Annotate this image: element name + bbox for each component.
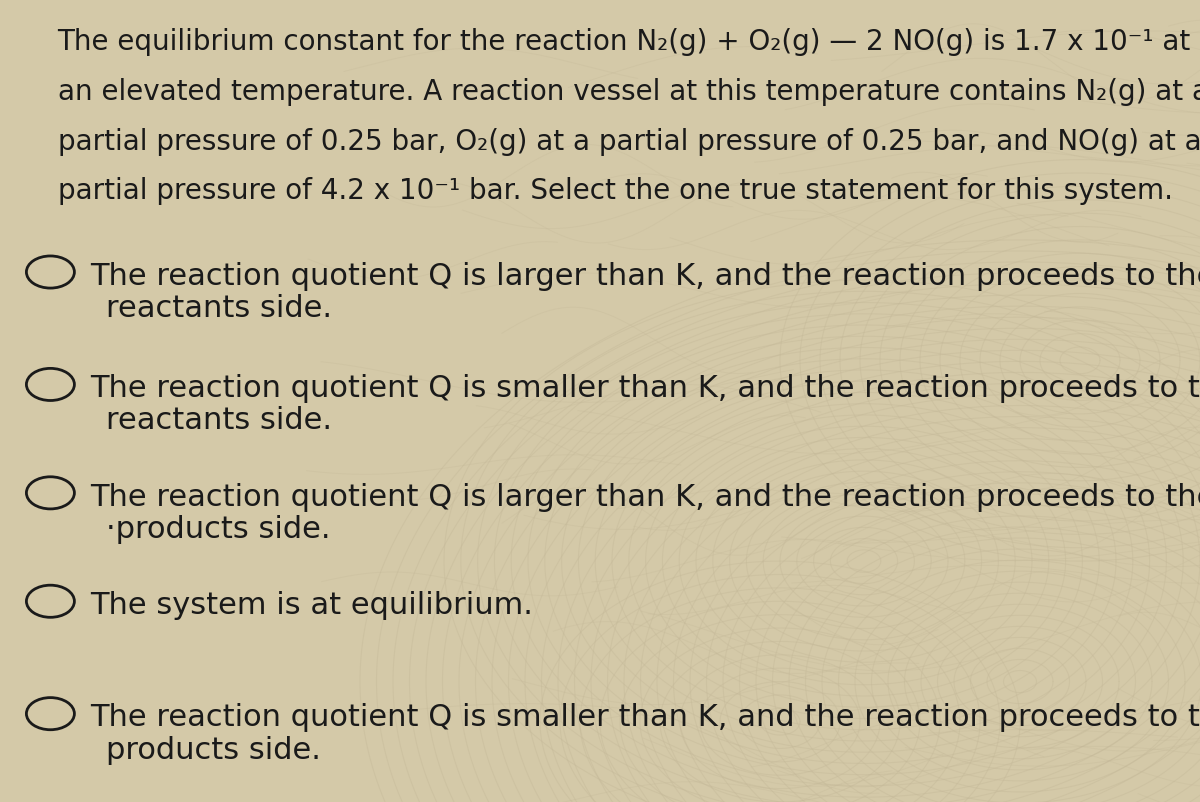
Text: The system is at equilibrium.: The system is at equilibrium. (90, 590, 533, 619)
Text: The reaction quotient Q is smaller than K, and the reaction proceeds to the: The reaction quotient Q is smaller than … (90, 374, 1200, 403)
Text: partial pressure of 4.2 x 10⁻¹ bar. Select the one true statement for this syste: partial pressure of 4.2 x 10⁻¹ bar. Sele… (58, 177, 1172, 205)
Text: The reaction quotient Q is larger than K, and the reaction proceeds to the: The reaction quotient Q is larger than K… (90, 482, 1200, 511)
Text: partial pressure of 0.25 bar, O₂(g) at a partial pressure of 0.25 bar, and NO(g): partial pressure of 0.25 bar, O₂(g) at a… (58, 128, 1200, 156)
Text: reactants side.: reactants side. (106, 406, 331, 435)
Text: reactants side.: reactants side. (106, 294, 331, 322)
Text: The reaction quotient Q is smaller than K, and the reaction proceeds to the: The reaction quotient Q is smaller than … (90, 703, 1200, 731)
Text: ·products side.: ·products side. (106, 514, 330, 543)
Text: products side.: products side. (106, 735, 320, 764)
Text: The equilibrium constant for the reaction N₂(g) + O₂(g) — 2 NO(g) is 1.7 x 10⁻¹ : The equilibrium constant for the reactio… (58, 28, 1190, 56)
Text: The reaction quotient Q is larger than K, and the reaction proceeds to the: The reaction quotient Q is larger than K… (90, 261, 1200, 290)
Text: an elevated temperature. A reaction vessel at this temperature contains N₂(g) at: an elevated temperature. A reaction vess… (58, 78, 1200, 106)
